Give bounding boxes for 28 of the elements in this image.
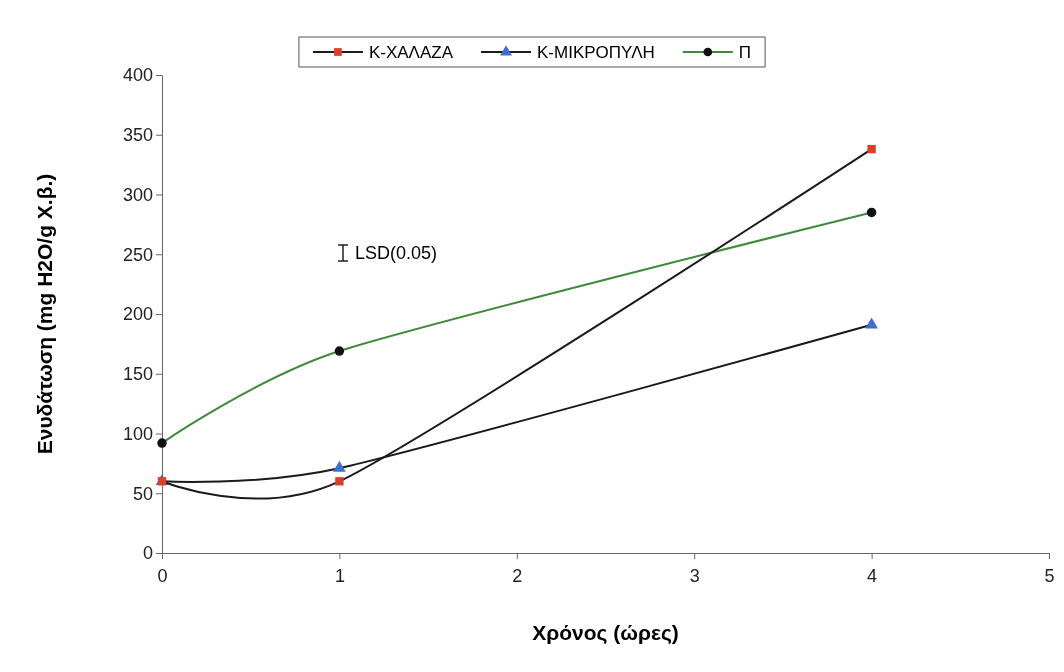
annotation: LSD(0.05) xyxy=(355,243,438,264)
y-tick-label: 150 xyxy=(122,364,153,385)
point xyxy=(334,346,345,356)
x-tick-label: 0 xyxy=(157,565,168,586)
point xyxy=(865,317,878,329)
x-tick-label: 3 xyxy=(689,565,700,586)
y-tick-label: 50 xyxy=(132,483,153,504)
x-tick-label: 1 xyxy=(334,565,345,586)
y-tick-label: 400 xyxy=(122,65,153,86)
legend-label: Κ-ΜΙΚΡΟΠΥΛΗ xyxy=(537,42,655,62)
x-tick-label: 2 xyxy=(512,565,523,586)
point xyxy=(157,438,167,448)
y-tick-label: 200 xyxy=(122,304,153,325)
x-axis-title: Χρόνος (ώρες) xyxy=(532,621,679,645)
point xyxy=(157,477,167,486)
point xyxy=(866,207,877,218)
y-tick-label: 300 xyxy=(122,184,153,205)
legend-label: Κ-ΧΑΛΑΖΑ xyxy=(368,42,454,62)
y-axis-title: Ενυδάτωση (mg H2O/g Χ.β.) xyxy=(33,173,56,455)
point xyxy=(335,477,344,486)
y-tick-label: 350 xyxy=(122,125,153,146)
x-tick-label: 4 xyxy=(867,565,878,586)
y-tick-label: 100 xyxy=(122,423,153,444)
legend-label: Π xyxy=(738,42,752,62)
y-tick-label: 0 xyxy=(142,543,153,564)
x-tick-label: 5 xyxy=(1044,565,1055,586)
point xyxy=(867,144,876,154)
y-tick-label: 250 xyxy=(122,244,153,265)
